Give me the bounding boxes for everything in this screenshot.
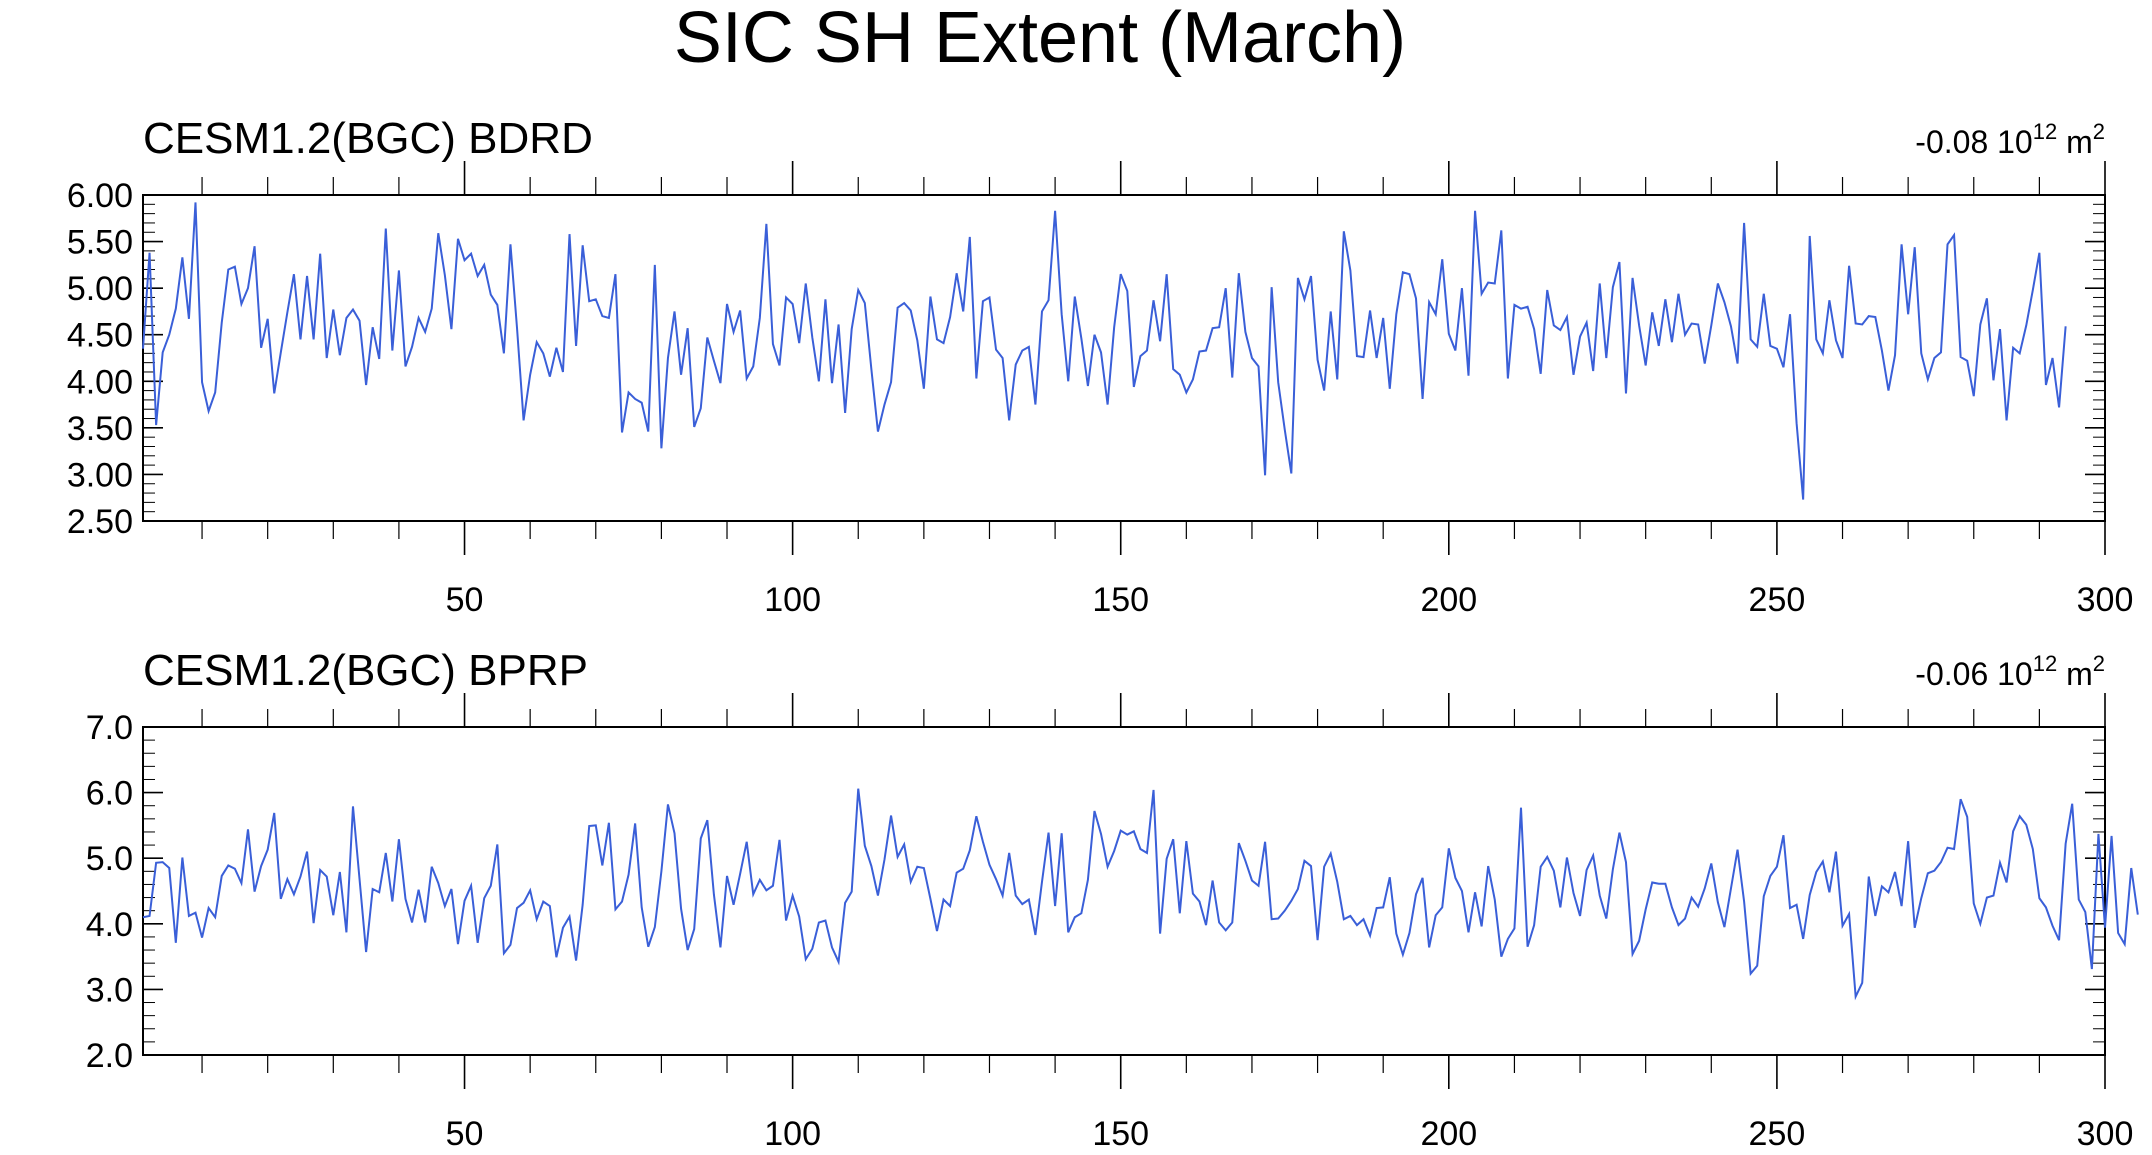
y-tick-label: 5.0 xyxy=(86,840,133,878)
trend-label: -0.08 1012 m2 xyxy=(1915,110,2105,160)
y-tick-label: 5.00 xyxy=(67,270,133,308)
spacer xyxy=(1988,656,1997,692)
y-tick-label: 3.00 xyxy=(67,456,133,494)
x-tick-label: 100 xyxy=(764,1115,821,1153)
y-tick-label: 5.50 xyxy=(67,224,133,262)
panel-title: CESM1.2(BGC) BPRP xyxy=(143,646,588,695)
trend-unit-exponent: 2 xyxy=(2093,119,2105,144)
panel-title: CESM1.2(BGC) BDRD xyxy=(143,114,593,163)
spacer xyxy=(1988,124,1997,160)
y-tick-label: 2.50 xyxy=(67,503,133,541)
panel-bdrd: CESM1.2(BGC) BDRD -0.08 1012 m2 2.50 3.00 3.… xyxy=(67,110,2134,619)
y-tick-label: 2.0 xyxy=(86,1037,133,1075)
x-tick-label: 100 xyxy=(764,581,821,619)
trend-unit-exponent: 2 xyxy=(2093,651,2105,676)
series-line-0 xyxy=(142,202,2067,500)
trend-value: -0.08 xyxy=(1915,124,1988,160)
x-tick-label: 250 xyxy=(1749,1115,1806,1153)
x-tick-label: 50 xyxy=(446,581,484,619)
trend-value: -0.06 xyxy=(1915,656,1988,692)
y-tick-label: 3.50 xyxy=(67,410,133,448)
spacer xyxy=(2057,110,2066,146)
trend-exponent: 12 xyxy=(2033,651,2057,676)
x-tick-label: 150 xyxy=(1092,1115,1149,1153)
y-tick-label: 6.00 xyxy=(67,177,133,215)
trend-unit: m xyxy=(2066,656,2093,692)
figure-title: SIC SH Extent (March) xyxy=(674,0,1406,78)
x-tick-label: 150 xyxy=(1092,581,1149,619)
series-line-0 xyxy=(142,788,2139,1001)
y-tick-label: 4.0 xyxy=(86,906,133,944)
x-tick-label: 300 xyxy=(2077,581,2134,619)
y-tick-label: 3.0 xyxy=(86,971,133,1009)
trend-exponent: 12 xyxy=(2033,119,2057,144)
trend-base: 10 xyxy=(1997,656,2033,692)
plot-frame xyxy=(142,726,2106,1056)
trend-unit: m xyxy=(2066,124,2093,160)
spacer xyxy=(2057,642,2066,678)
x-tick-label: 50 xyxy=(446,1115,484,1153)
trend-label: -0.06 1012 m2 xyxy=(1915,642,2105,692)
x-tick-label: 300 xyxy=(2077,1115,2134,1153)
y-tick-label: 4.50 xyxy=(67,317,133,355)
plot-frame xyxy=(142,194,2106,522)
y-tick-label: 7.0 xyxy=(86,709,133,747)
x-tick-label: 200 xyxy=(1420,581,1477,619)
y-tick-label: 6.0 xyxy=(86,775,133,813)
x-tick-label: 250 xyxy=(1749,581,1806,619)
x-tick-label: 200 xyxy=(1420,1115,1477,1153)
y-tick-label: 4.00 xyxy=(67,363,133,401)
trend-base: 10 xyxy=(1997,124,2033,160)
panel-bprp: CESM1.2(BGC) BPRP -0.06 1012 m2 2.0 3.0 4.0 5… xyxy=(86,642,2139,1153)
